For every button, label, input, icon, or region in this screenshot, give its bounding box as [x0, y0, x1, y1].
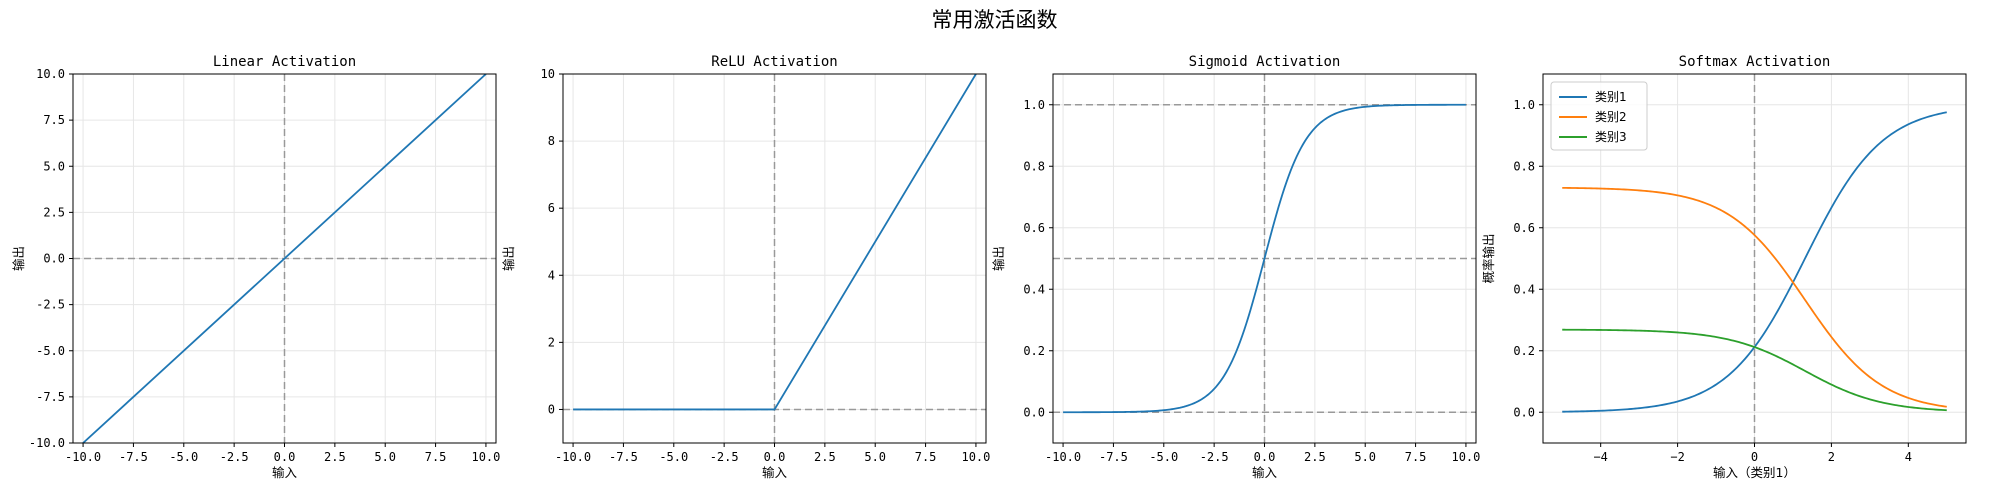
x-axis-label: 输入	[762, 465, 788, 480]
x-tick-label: −4	[1593, 450, 1607, 464]
y-tick-label: 7.5	[43, 113, 65, 127]
y-tick-label: 1.0	[1513, 98, 1535, 112]
y-tick-label: 0	[548, 402, 555, 416]
x-tick-label: 4	[1905, 450, 1912, 464]
y-tick-label: 0.2	[1023, 344, 1045, 358]
x-axis-label: 输入（类别1）	[1713, 465, 1796, 480]
x-tick-label: 0.0	[274, 450, 296, 464]
x-tick-label: 5.0	[864, 450, 886, 464]
y-tick-label: 0.4	[1513, 282, 1535, 296]
series-line-1	[82, 74, 487, 443]
figure-suptitle: 常用激活函数	[932, 8, 1058, 32]
x-tick-label: -7.5	[119, 450, 148, 464]
panel-title: Linear Activation	[213, 54, 356, 70]
y-axis-label: 输出	[991, 246, 1006, 271]
x-tick-label: -2.5	[1200, 450, 1229, 464]
x-tick-label: 0.0	[764, 450, 786, 464]
x-axis-label: 输入	[1252, 465, 1278, 480]
x-tick-label: -2.5	[710, 450, 739, 464]
series-line-3	[1562, 328, 1947, 412]
x-tick-label: -5.0	[1149, 450, 1178, 464]
chart-panel-2: -10.0 -7.5 -5.0 -2.5 0.0 2.5 5.0 7.5 10.0 0 2 4 6 8 10…	[501, 54, 990, 480]
chart-panel-4: −4 −2 0 2 4 0.0 0.2 0.4 0.6 0.8 1.0 Softmax Activat…	[1481, 54, 1967, 480]
y-axis-label: 输出	[501, 246, 516, 271]
x-tick-label: 7.5	[425, 450, 447, 464]
y-tick-label: 10	[541, 67, 555, 81]
y-tick-label: 0.0	[1513, 405, 1535, 419]
x-tick-label: -5.0	[659, 450, 688, 464]
x-tick-label: -10.0	[555, 450, 591, 464]
y-tick-label: 0.0	[1023, 405, 1045, 419]
y-tick-label: 10.0	[36, 67, 65, 81]
x-tick-label: 10.0	[1451, 450, 1480, 464]
x-tick-label: -2.5	[220, 450, 249, 464]
y-tick-label: -5.0	[36, 344, 65, 358]
x-tick-label: 2.5	[1304, 450, 1326, 464]
series-line-1	[573, 74, 977, 411]
y-tick-label: 2	[548, 335, 555, 349]
x-tick-label: 10.0	[961, 450, 990, 464]
x-tick-label: 0.0	[1254, 450, 1276, 464]
y-tick-label: -7.5	[36, 390, 65, 404]
y-tick-label: -2.5	[36, 298, 65, 312]
x-tick-label: 2	[1828, 450, 1835, 464]
panel-title: ReLU Activation	[711, 54, 837, 70]
y-tick-label: 0.0	[43, 252, 65, 266]
x-tick-label: 7.5	[1405, 450, 1427, 464]
panel-title: Softmax Activation	[1679, 54, 1831, 70]
legend-label-2: 类别2	[1595, 110, 1627, 124]
x-tick-label: −2	[1670, 450, 1684, 464]
legend: 类别1 类别2 类别3	[1550, 81, 1648, 151]
x-tick-label: -7.5	[1099, 450, 1128, 464]
x-axis-label: 输入	[272, 465, 298, 480]
x-tick-label: -7.5	[609, 450, 638, 464]
y-tick-label: 0.2	[1513, 344, 1535, 358]
panel-title: Sigmoid Activation	[1189, 54, 1341, 70]
x-tick-label: 2.5	[324, 450, 346, 464]
legend-label-1: 类别1	[1595, 90, 1627, 104]
y-tick-label: 6	[548, 201, 555, 215]
x-tick-label: 2.5	[814, 450, 836, 464]
y-tick-label: 0.8	[1513, 159, 1535, 173]
x-tick-label: 10.0	[471, 450, 500, 464]
x-tick-label: -10.0	[65, 450, 101, 464]
x-tick-label: 5.0	[1354, 450, 1376, 464]
chart-panel-1: -10.0 -7.5 -5.0 -2.5 0.0 2.5 5.0 7.5 10.0 -10.0 -7…	[11, 54, 500, 480]
y-tick-label: 1.0	[1023, 98, 1045, 112]
y-axis-label: 概率输出	[1481, 233, 1496, 283]
legend-label-3: 类别3	[1595, 130, 1627, 144]
y-tick-label: 5.0	[43, 159, 65, 173]
y-tick-label: 0.6	[1513, 221, 1535, 235]
y-tick-label: -10.0	[29, 436, 65, 450]
series-line-2	[1562, 186, 1947, 408]
y-tick-label: 2.5	[43, 205, 65, 219]
y-tick-label: 0.4	[1023, 282, 1045, 296]
y-tick-label: 0.8	[1023, 159, 1045, 173]
legend-box	[1550, 81, 1648, 151]
x-tick-label: -10.0	[1045, 450, 1081, 464]
x-tick-label: -5.0	[169, 450, 198, 464]
y-tick-label: 8	[548, 134, 555, 148]
x-tick-label: 0	[1751, 450, 1758, 464]
y-tick-label: 4	[548, 268, 555, 282]
x-tick-label: 7.5	[915, 450, 937, 464]
chart-panel-3: -10.0 -7.5 -5.0 -2.5 0.0 2.5 5.0 7.5 10.0 0.0 0.2 0…	[991, 54, 1480, 480]
y-tick-label: 0.6	[1023, 221, 1045, 235]
y-axis-label: 输出	[11, 246, 26, 271]
series-line-1	[1063, 103, 1466, 414]
x-tick-label: 5.0	[374, 450, 396, 464]
